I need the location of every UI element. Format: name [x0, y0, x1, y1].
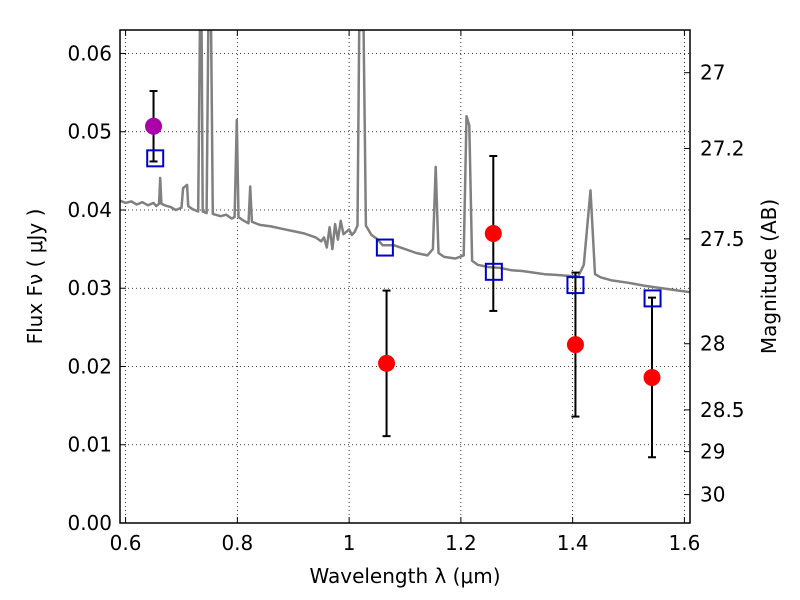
plot-frame	[119, 29, 691, 524]
x-tick-label: 1.6	[669, 531, 701, 555]
model-point	[566, 276, 585, 295]
y-axis-label: Flux Fν ( μJy )	[23, 209, 47, 345]
x-tick-label: 1.2	[445, 531, 477, 555]
y-tick-label: 0.02	[67, 354, 112, 378]
y-axis-right-label: Magnitude (AB)	[757, 199, 781, 354]
tick-labels: 0.6 0.8 1 1.2 1.4 1.6 0.00 0.01 0.02 0.03 0.04 0.05…	[67, 41, 744, 555]
y-tick-label: 0.00	[67, 511, 112, 535]
x-axis-label: Wavelength λ (μm)	[309, 564, 500, 588]
observed-point	[378, 354, 396, 372]
y-tick-label: 0.04	[67, 198, 112, 222]
mag-tick-label: 27.5	[700, 227, 745, 251]
model-point	[643, 289, 662, 308]
y-tick-label: 0.06	[67, 41, 112, 65]
mag-tick-label: 27	[700, 61, 725, 85]
observed-point	[643, 368, 661, 386]
x-tick-label: 0.8	[221, 531, 253, 555]
mag-tick-label: 28.5	[700, 398, 745, 422]
x-tick-label: 1.4	[557, 531, 589, 555]
mag-tick-label: 27.2	[700, 136, 745, 160]
y-tick-label: 0.03	[67, 276, 112, 300]
model-point	[484, 262, 503, 281]
tick-marks	[120, 30, 690, 524]
data-points	[145, 90, 662, 459]
observed-point	[566, 336, 584, 354]
spectrum-line	[120, 30, 690, 294]
x-tick-label: 0.6	[110, 531, 142, 555]
mag-tick-label: 28	[700, 332, 725, 356]
model-spectrum	[120, 30, 690, 294]
observed-point	[145, 117, 163, 135]
grid-layer	[120, 30, 690, 524]
y-tick-label: 0.05	[67, 120, 112, 144]
mag-tick-label: 30	[700, 483, 725, 507]
y-tick-label: 0.01	[67, 433, 112, 457]
model-point	[375, 238, 394, 257]
x-tick-label: 1	[343, 531, 356, 555]
mag-tick-label: 29	[700, 440, 725, 464]
model-point	[146, 149, 165, 168]
observed-point	[484, 224, 502, 242]
